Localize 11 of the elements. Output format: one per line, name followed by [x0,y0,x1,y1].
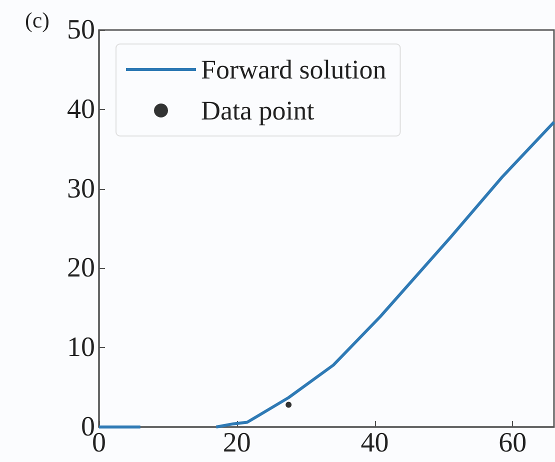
chart-title: (c) [25,8,50,32]
y-tick-label: 40 [67,94,95,125]
x-tick-label: 40 [360,428,389,458]
x-tick-label: 20 [222,428,251,458]
y-tick-label: 50 [67,14,95,46]
y-tick-label: 10 [67,332,95,364]
y-tick-label: 20 [67,252,95,284]
x-tick-label: 60 [498,428,527,458]
y-tick-label: 30 [67,173,95,204]
legend-label: Forward solution [201,54,387,84]
legend-label: Data point [201,96,315,126]
